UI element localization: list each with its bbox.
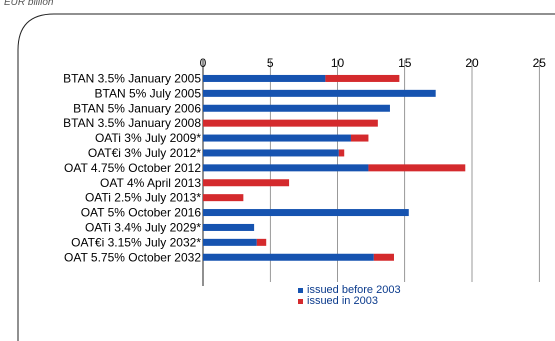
bar-issued-before-2003 (203, 164, 369, 172)
chart-frame (17, 13, 555, 341)
category-label: OAT€i 3% July 2012* (88, 146, 201, 160)
x-tick-label: 15 (398, 56, 412, 70)
legend-swatch-before (298, 288, 303, 293)
legend-item-before: issued before 2003 (298, 285, 401, 296)
bar-issued-before-2003 (203, 104, 390, 112)
category-label: OAT 4% April 2013 (100, 176, 201, 190)
x-tick-label: 0 (200, 56, 207, 70)
category-label: BTAN 3.5% January 2005 (63, 71, 201, 85)
category-label: OATi 3.4% July 2029* (85, 220, 201, 234)
category-label: OAT 4.75% October 2012 (64, 161, 201, 175)
legend-swatch-in (298, 299, 303, 304)
bar-issued-in-2003 (203, 119, 378, 127)
category-label: OAT€i 3.15% July 2032* (71, 235, 201, 249)
x-tick-label: 10 (331, 56, 345, 70)
bar-issued-before-2003 (203, 253, 374, 261)
bar-issued-before-2003 (203, 223, 255, 231)
bar-issued-before-2003 (203, 89, 436, 97)
bar-issued-in-2003 (338, 149, 345, 157)
category-label: BTAN 5% January 2006 (73, 101, 201, 115)
bar-issued-before-2003 (203, 238, 257, 246)
legend-label-in: issued in 2003 (307, 295, 378, 307)
bar-issued-in-2003 (325, 74, 400, 82)
bar-issued-in-2003 (256, 238, 267, 246)
unit-label: EUR billion (4, 0, 54, 8)
bar-issued-before-2003 (203, 149, 339, 157)
bar-issued-in-2003 (203, 179, 290, 187)
bar-issued-in-2003 (350, 134, 369, 142)
bar-issued-before-2003 (203, 209, 409, 217)
category-label: OATi 2.5% July 2013* (85, 191, 201, 205)
bar-issued-in-2003 (373, 253, 394, 261)
bar-issued-before-2003 (203, 74, 326, 82)
category-label: BTAN 5% July 2005 (95, 86, 202, 100)
legend: issued before 2003 issued in 2003 (298, 285, 401, 307)
category-label: OAT 5% October 2016 (81, 206, 202, 220)
x-tick-label: 20 (465, 56, 479, 70)
x-tick-label: 25 (533, 56, 547, 70)
category-label: OATi 3% July 2009* (95, 131, 201, 145)
x-tick-label: 5 (267, 56, 274, 70)
bar-issued-in-2003 (368, 164, 466, 172)
legend-label-before: issued before 2003 (307, 284, 401, 296)
category-label: BTAN 3.5% January 2008 (63, 116, 201, 130)
bar-issued-before-2003 (203, 134, 351, 142)
category-label: OAT 5.75% October 2032 (64, 250, 201, 264)
bar-issued-in-2003 (203, 194, 244, 202)
legend-item-in: issued in 2003 (298, 296, 401, 307)
